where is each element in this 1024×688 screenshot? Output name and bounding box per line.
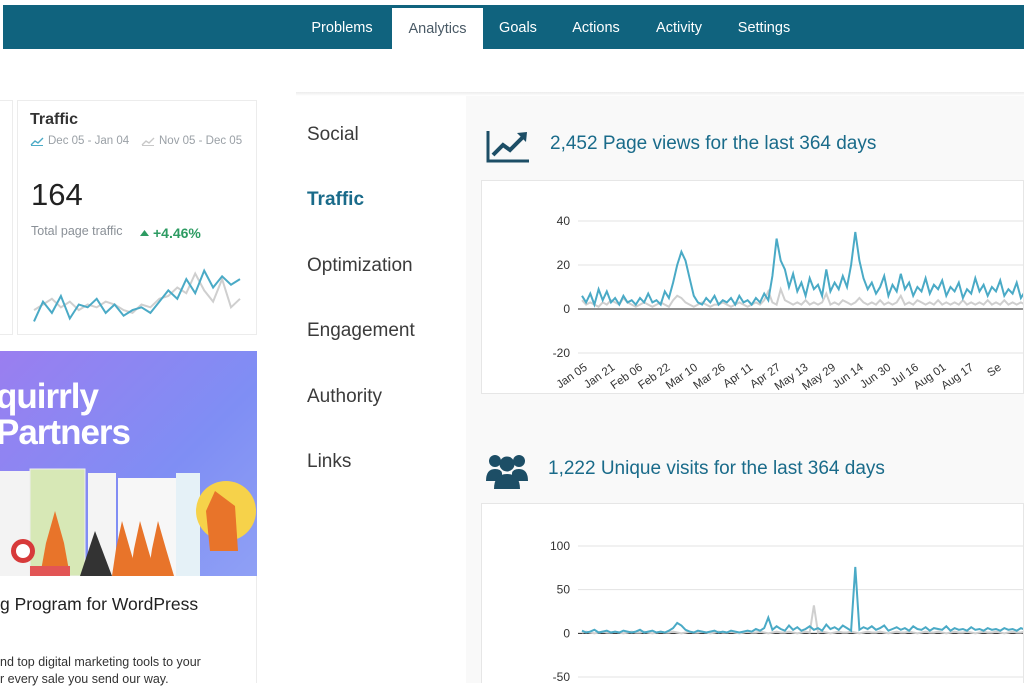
traffic-card: Traffic Dec 05 - Jan 04 Nov 05 - Dec 05 … <box>17 100 257 335</box>
visits-title: 1,222 Unique visits for the last 364 day… <box>548 458 885 479</box>
x-tick-label: Jun 30 <box>858 362 893 392</box>
triangle-up-icon <box>140 230 149 236</box>
series-previous-line <box>581 285 1023 309</box>
y-tick-label: -20 <box>553 346 571 360</box>
x-tick-label: Aug 17 <box>939 362 976 393</box>
menu-item-links[interactable]: Links <box>307 451 352 472</box>
tab-activity[interactable]: Activity <box>656 20 702 36</box>
total-traffic-value: 164 <box>31 177 83 212</box>
promo-illustration <box>0 468 256 576</box>
promo-banner[interactable]: quirrly Partners <box>0 351 257 576</box>
promo-line-1: quirrly <box>0 377 99 416</box>
top-nav: Problems Analytics Goals Actions Activit… <box>3 5 1024 54</box>
promo-desc-line-2: r every sale you send our way. <box>0 672 169 686</box>
x-tick-label: Jan 05 <box>555 362 590 392</box>
pageviews-title: 2,452 Page views for the last 364 days <box>550 133 877 154</box>
legend-previous-label: Nov 05 - Dec 05 <box>159 135 243 147</box>
series-current-line <box>581 231 1023 308</box>
visits-chart-svg: 100 50 0 -50 <box>550 539 1023 683</box>
sparkline-current <box>33 268 241 322</box>
line-chart-icon <box>141 137 155 146</box>
y-tick-label: 0 <box>563 626 570 640</box>
x-tick-label: Mar 26 <box>692 362 728 392</box>
y-tick-label: 20 <box>557 258 571 272</box>
legend-previous: Nov 05 - Dec 05 <box>141 135 242 147</box>
y-tick-label: 40 <box>557 214 571 228</box>
x-tick-label: Apr 11 <box>721 362 755 391</box>
total-traffic-label: Total page traffic <box>31 224 123 238</box>
menu-item-engagement[interactable]: Engagement <box>307 320 415 341</box>
tab-analytics[interactable]: Analytics <box>392 8 483 54</box>
series-current-line <box>581 566 1023 634</box>
y-tick-label: -50 <box>553 670 571 683</box>
section-menu: Social Traffic Optimization Engagement A… <box>296 96 466 683</box>
line-chart-icon <box>30 137 44 146</box>
menu-item-social[interactable]: Social <box>307 124 359 145</box>
y-tick-label: 100 <box>550 539 570 553</box>
promo-body: g Program for WordPress nd top digital m… <box>0 576 257 686</box>
menu-item-optimization[interactable]: Optimization <box>307 255 413 276</box>
traffic-sparkline <box>33 268 241 322</box>
traffic-card-title: Traffic <box>30 111 79 128</box>
promo-heading[interactable]: g Program for WordPress <box>0 594 199 614</box>
legend-current: Dec 05 - Jan 04 <box>30 135 129 147</box>
promo-line-2: Partners <box>0 413 131 452</box>
visits-chart: 100 50 0 -50 <box>481 503 1024 683</box>
pageviews-chart: 40 20 0 -20 Jan 05 Jan 21 Feb 06 Feb 22 Mar 10 Ma… <box>481 180 1024 394</box>
tab-problems[interactable]: Problems <box>311 20 373 36</box>
menu-item-authority[interactable]: Authority <box>307 386 382 407</box>
users-icon <box>486 455 528 489</box>
promo-desc-line-1: nd top digital marketing tools to your <box>0 655 201 669</box>
tab-actions[interactable]: Actions <box>572 20 620 36</box>
tab-goals[interactable]: Goals <box>499 20 537 36</box>
y-tick-label: 0 <box>563 302 570 316</box>
partial-card <box>0 100 13 335</box>
y-tick-label: 50 <box>557 583 571 597</box>
x-tick-label: Se <box>985 362 1003 380</box>
menu-item-traffic[interactable]: Traffic <box>307 189 365 210</box>
header-shadow <box>296 92 1024 96</box>
traffic-delta: +4.46% <box>140 225 201 241</box>
tab-settings[interactable]: Settings <box>737 20 791 36</box>
trend-up-icon <box>486 131 529 163</box>
traffic-delta-value: +4.46% <box>153 225 201 241</box>
legend-current-label: Dec 05 - Jan 04 <box>48 135 130 147</box>
